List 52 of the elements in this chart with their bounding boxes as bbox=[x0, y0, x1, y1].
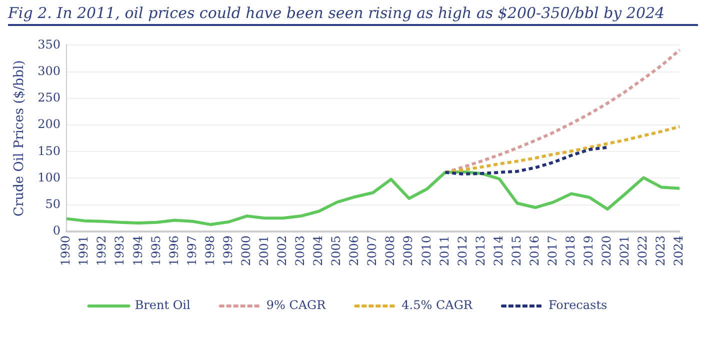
x-tick-label: 2004 bbox=[311, 235, 326, 266]
legend-label: Brent Oil bbox=[134, 298, 191, 312]
x-tick-label: 1991 bbox=[76, 235, 91, 266]
x-tick-label: 2003 bbox=[293, 235, 308, 266]
x-tick-label: 2018 bbox=[564, 235, 578, 266]
x-tick-label: 2017 bbox=[546, 235, 560, 266]
x-tick-label: 2013 bbox=[473, 235, 488, 266]
y-tick-label: 100 bbox=[38, 170, 61, 184]
x-tick-label: 1993 bbox=[112, 235, 127, 266]
x-tick-label: 1990 bbox=[58, 235, 73, 266]
y-axis-title: Crude Oil Prices ($/bbl) bbox=[12, 60, 28, 216]
y-tick-label: 0 bbox=[52, 224, 61, 238]
legend-label: Forecasts bbox=[548, 298, 608, 312]
line-series bbox=[444, 146, 609, 176]
x-tick-label: 2014 bbox=[491, 235, 506, 266]
x-tick-label: 2000 bbox=[238, 235, 253, 266]
x-tick-label: 1997 bbox=[184, 235, 199, 266]
y-tick-label: 300 bbox=[38, 64, 61, 78]
x-tick-label: 2008 bbox=[383, 235, 398, 266]
x-tick-label: 2021 bbox=[618, 235, 632, 266]
x-tick-label: 2020 bbox=[600, 235, 614, 266]
legend-label: 4.5% CAGR bbox=[402, 298, 474, 312]
y-tick-label: 200 bbox=[38, 117, 61, 132]
x-tick-label: 2002 bbox=[275, 235, 290, 266]
y-tick-label: 350 bbox=[38, 37, 61, 52]
chart-title: Fig 2. In 2011, oil prices could have been seen rising as high as $200-350/bbl by 2024 bbox=[8, 4, 698, 26]
x-tick-label: 2016 bbox=[527, 235, 542, 266]
y-tick-label: 150 bbox=[38, 144, 61, 158]
x-tick-label: 2015 bbox=[509, 235, 524, 266]
x-tick-label: 2024 bbox=[672, 235, 686, 266]
x-tick-label: 2022 bbox=[636, 235, 650, 266]
x-tick-label: 2007 bbox=[365, 235, 380, 266]
line-series bbox=[444, 48, 682, 174]
y-tick-label: 50 bbox=[45, 196, 61, 211]
x-tick-label: 2023 bbox=[654, 235, 668, 266]
x-tick-label: 2011 bbox=[437, 235, 452, 266]
legend-label: 9% CAGR bbox=[266, 298, 327, 312]
x-tick-label: 2001 bbox=[256, 235, 271, 266]
x-tick-label: 1994 bbox=[130, 235, 145, 266]
x-tick-label: 1995 bbox=[148, 235, 163, 266]
x-tick-label: 1998 bbox=[202, 235, 217, 266]
x-tick-label: 2006 bbox=[347, 235, 362, 266]
y-tick-label: 250 bbox=[38, 90, 61, 105]
x-tick-label: 2009 bbox=[401, 235, 416, 266]
x-tick-label: 1999 bbox=[220, 235, 235, 266]
x-tick-label: 2005 bbox=[329, 235, 344, 266]
x-tick-label: 1996 bbox=[166, 235, 181, 266]
x-tick-label: 1992 bbox=[94, 235, 109, 266]
x-tick-label: 2010 bbox=[419, 235, 434, 266]
x-tick-label: 2019 bbox=[582, 235, 596, 266]
line-series bbox=[444, 125, 682, 174]
x-tick-label: 2012 bbox=[455, 235, 470, 266]
